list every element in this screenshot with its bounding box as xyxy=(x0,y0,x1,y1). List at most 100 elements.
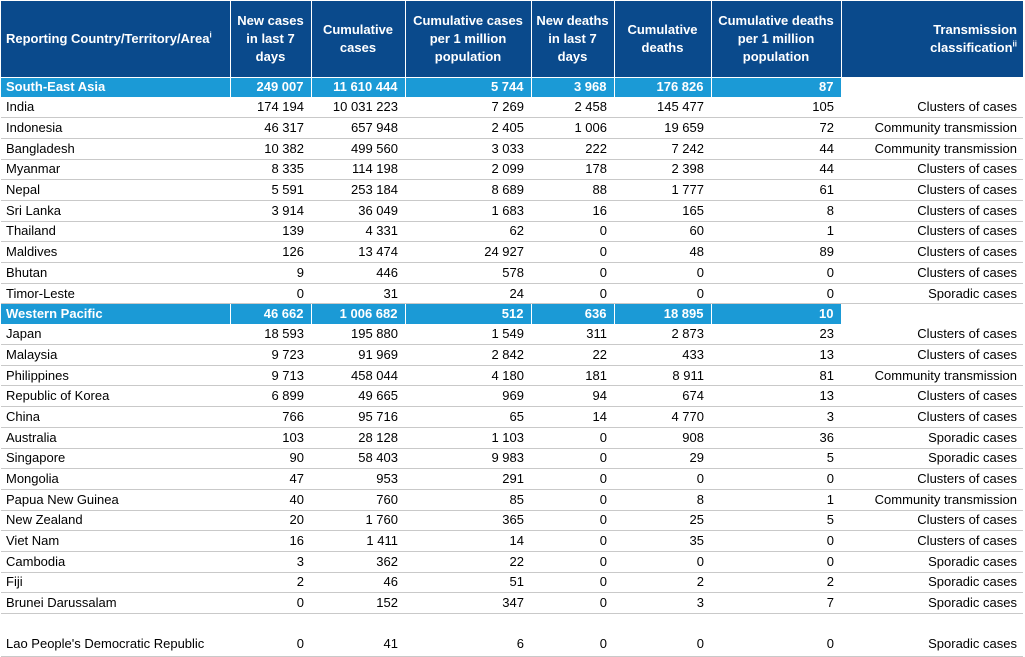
region-deaths-per-million: 87 xyxy=(711,76,842,97)
country-name: New Zealand xyxy=(1,510,230,532)
transmission-cell: Clusters of cases xyxy=(841,159,1023,181)
deaths-per-million-cell: 3 xyxy=(711,406,841,428)
cumulative-deaths-cell: 0 xyxy=(614,551,711,573)
deaths-per-million-cell: 5 xyxy=(711,448,841,470)
new-cases-cell: 3 xyxy=(230,551,311,573)
transmission-cell: Clusters of cases xyxy=(841,385,1023,408)
new-deaths-cell: 311 xyxy=(531,323,614,346)
new-cases-cell: 40 xyxy=(230,489,311,511)
transmission-cell: Clusters of cases xyxy=(841,200,1023,222)
region-row: Western Pacific 46 662 1 006 682 512 636 18 8… xyxy=(1,303,1023,324)
new-deaths-cell: 0 xyxy=(531,468,614,490)
cumulative-cases-cell: 953 xyxy=(311,468,405,490)
table-row: Bangladesh 10 382 499 560 3 033 222 7 242 44 Co… xyxy=(1,138,1023,160)
new-cases-cell: 0 xyxy=(230,283,311,305)
cumulative-deaths-cell: 8 xyxy=(614,489,711,511)
transmission-cell: Clusters of cases xyxy=(841,179,1023,201)
new-cases-cell: 20 xyxy=(230,510,311,532)
header-cumulative-cases: Cumulative cases xyxy=(311,1,406,77)
country-name: Malaysia xyxy=(1,344,230,366)
deaths-per-million-cell: 0 xyxy=(711,613,841,657)
new-cases-cell: 10 382 xyxy=(230,138,311,160)
transmission-cell: Community transmission xyxy=(841,489,1023,511)
country-name: Singapore xyxy=(1,448,230,470)
region-row: South-East Asia 249 007 11 610 444 5 744 3 9… xyxy=(1,76,1023,97)
new-cases-cell: 2 xyxy=(230,572,311,594)
new-cases-cell: 46 317 xyxy=(230,117,311,139)
new-cases-cell: 0 xyxy=(230,592,311,614)
table-row: Bhutan 9 446 578 0 0 0 Clusters of cases xyxy=(1,262,1023,284)
new-cases-cell: 90 xyxy=(230,448,311,470)
new-cases-cell: 174 194 xyxy=(230,97,311,119)
table-body: South-East Asia 249 007 11 610 444 5 744 3 9… xyxy=(1,76,1023,657)
region-transmission-empty xyxy=(841,303,1023,324)
deaths-per-million-cell: 1 xyxy=(711,489,841,511)
cumulative-cases-cell: 362 xyxy=(311,551,405,573)
table-header: Reporting Country/Territory/Areai New ca… xyxy=(1,1,1023,77)
deaths-per-million-cell: 0 xyxy=(711,468,841,490)
cumulative-deaths-cell: 48 xyxy=(614,241,711,263)
new-deaths-cell: 222 xyxy=(531,138,614,160)
cumulative-cases-cell: 4 331 xyxy=(311,221,405,243)
deaths-per-million-cell: 23 xyxy=(711,323,841,346)
cases-per-million-cell: 291 xyxy=(405,468,531,490)
deaths-per-million-cell: 13 xyxy=(711,344,841,366)
cases-per-million-cell: 8 689 xyxy=(405,179,531,201)
cases-per-million-cell: 65 xyxy=(405,406,531,428)
transmission-cell: Clusters of cases xyxy=(841,262,1023,284)
cumulative-cases-cell: 1 760 xyxy=(311,510,405,532)
cumulative-deaths-cell: 2 873 xyxy=(614,323,711,346)
new-deaths-cell: 2 458 xyxy=(531,97,614,119)
cumulative-cases-cell: 446 xyxy=(311,262,405,284)
new-cases-cell: 0 xyxy=(230,613,311,657)
table-row: Fiji 2 46 51 0 2 2 Sporadic cases xyxy=(1,572,1023,594)
header-cumulative-deaths: Cumulative deaths xyxy=(614,1,712,77)
new-cases-cell: 9 713 xyxy=(230,365,311,387)
table-row: Brunei Darussalam 0 152 347 0 3 7 Sporadic case… xyxy=(1,592,1023,614)
new-cases-cell: 126 xyxy=(230,241,311,263)
deaths-per-million-cell: 0 xyxy=(711,530,841,552)
cumulative-deaths-cell: 3 xyxy=(614,592,711,614)
cumulative-cases-cell: 657 948 xyxy=(311,117,405,139)
table-row: Indonesia 46 317 657 948 2 405 1 006 19 659 72… xyxy=(1,117,1023,139)
deaths-per-million-cell: 0 xyxy=(711,551,841,573)
table-row: Cambodia 3 362 22 0 0 0 Sporadic cases xyxy=(1,551,1023,573)
region-new-deaths: 636 xyxy=(531,303,615,324)
cumulative-cases-cell: 31 xyxy=(311,283,405,305)
new-deaths-cell: 0 xyxy=(531,530,614,552)
cases-per-million-cell: 969 xyxy=(405,385,531,408)
region-new-deaths: 3 968 xyxy=(531,76,615,97)
new-deaths-cell: 0 xyxy=(531,241,614,263)
country-name: China xyxy=(1,406,230,428)
table-row: Australia 103 28 128 1 103 0 908 36 Sporadic ca… xyxy=(1,427,1023,449)
transmission-cell: Sporadic cases xyxy=(841,613,1023,657)
new-cases-cell: 47 xyxy=(230,468,311,490)
country-name: Bhutan xyxy=(1,262,230,284)
region-cases-per-million: 5 744 xyxy=(405,76,532,97)
deaths-per-million-cell: 105 xyxy=(711,97,841,119)
new-deaths-cell: 22 xyxy=(531,344,614,366)
country-name: Indonesia xyxy=(1,117,230,139)
transmission-cell: Sporadic cases xyxy=(841,592,1023,614)
country-name: Maldives xyxy=(1,241,230,263)
cases-per-million-cell: 578 xyxy=(405,262,531,284)
new-cases-cell: 16 xyxy=(230,530,311,552)
new-deaths-cell: 88 xyxy=(531,179,614,201)
new-deaths-cell: 0 xyxy=(531,592,614,614)
header-new-cases: New cases in last 7 days xyxy=(230,1,312,77)
cumulative-cases-cell: 36 049 xyxy=(311,200,405,222)
new-cases-cell: 9 xyxy=(230,262,311,284)
cases-per-million-cell: 2 405 xyxy=(405,117,531,139)
cumulative-deaths-cell: 165 xyxy=(614,200,711,222)
cumulative-deaths-cell: 0 xyxy=(614,283,711,305)
country-name: Myanmar xyxy=(1,159,230,181)
deaths-per-million-cell: 44 xyxy=(711,138,841,160)
new-cases-cell: 9 723 xyxy=(230,344,311,366)
table-row: Maldives 126 13 474 24 927 0 48 89 Clusters of … xyxy=(1,241,1023,263)
cases-per-million-cell: 347 xyxy=(405,592,531,614)
new-deaths-cell: 0 xyxy=(531,510,614,532)
cumulative-cases-cell: 46 xyxy=(311,572,405,594)
country-name: Bangladesh xyxy=(1,138,230,160)
new-deaths-cell: 1 006 xyxy=(531,117,614,139)
cases-per-million-cell: 24 xyxy=(405,283,531,305)
